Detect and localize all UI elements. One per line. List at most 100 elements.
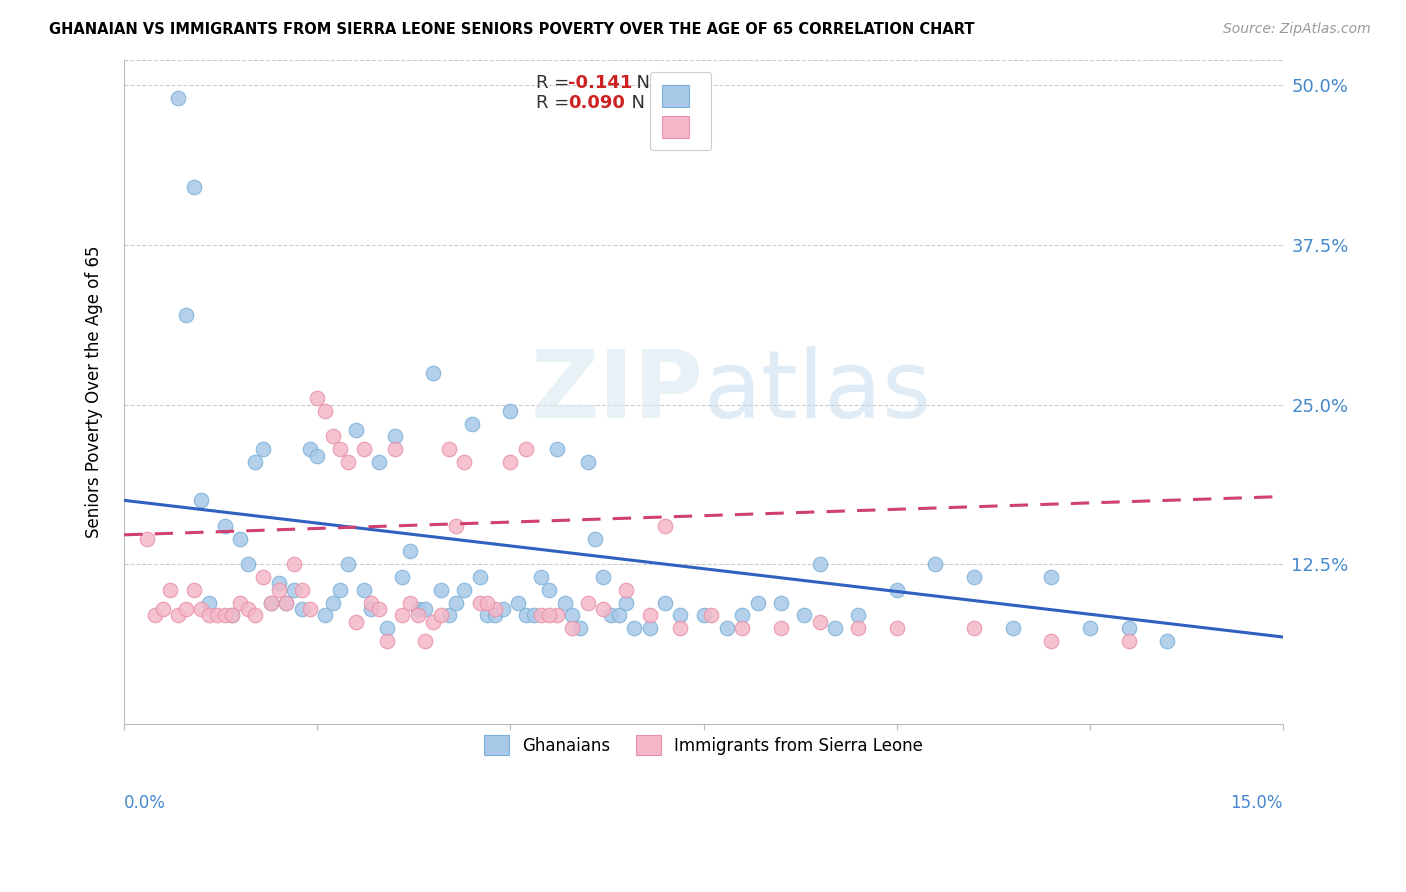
Point: [368, 455, 391, 469]
Point: [344, 615, 367, 629]
Point: [515, 608, 537, 623]
Point: [291, 602, 314, 616]
Point: [592, 570, 614, 584]
Point: [368, 602, 391, 616]
Point: [229, 596, 252, 610]
Point: [692, 608, 714, 623]
Point: [375, 621, 398, 635]
Point: [415, 633, 437, 648]
Point: [399, 596, 422, 610]
Point: [530, 608, 553, 623]
Point: [183, 582, 205, 597]
Point: [538, 608, 561, 623]
Point: [298, 602, 321, 616]
Point: [221, 608, 243, 623]
Point: [337, 558, 360, 572]
Point: [508, 596, 530, 610]
Point: [229, 532, 252, 546]
Text: 79: 79: [659, 74, 685, 92]
Point: [322, 596, 344, 610]
Point: [391, 570, 413, 584]
Point: [446, 519, 468, 533]
Point: [283, 558, 305, 572]
Text: -0.141: -0.141: [568, 74, 633, 92]
Point: [283, 582, 305, 597]
Point: [793, 608, 815, 623]
Point: [384, 429, 406, 443]
Point: [422, 615, 444, 629]
Point: [484, 602, 506, 616]
Point: [422, 366, 444, 380]
Point: [360, 602, 382, 616]
Point: [963, 570, 986, 584]
Point: [654, 519, 676, 533]
Point: [592, 602, 614, 616]
Point: [136, 532, 159, 546]
Point: [769, 596, 792, 610]
Point: [846, 608, 869, 623]
Point: [1040, 633, 1063, 648]
Point: [245, 455, 267, 469]
Point: [824, 621, 846, 635]
Point: [337, 455, 360, 469]
Point: [576, 455, 599, 469]
Point: [554, 596, 576, 610]
Point: [190, 602, 212, 616]
Point: [174, 308, 197, 322]
Point: [344, 423, 367, 437]
Legend: Ghanaians, Immigrants from Sierra Leone: Ghanaians, Immigrants from Sierra Leone: [478, 729, 929, 762]
Point: [546, 442, 568, 457]
Point: [963, 621, 986, 635]
Point: [700, 608, 723, 623]
Point: [468, 570, 491, 584]
Point: [1118, 621, 1140, 635]
Point: [267, 582, 290, 597]
Point: [236, 558, 259, 572]
Text: GHANAIAN VS IMMIGRANTS FROM SIERRA LEONE SENIORS POVERTY OVER THE AGE OF 65 CORR: GHANAIAN VS IMMIGRANTS FROM SIERRA LEONE…: [49, 22, 974, 37]
Point: [1156, 633, 1178, 648]
Point: [623, 621, 645, 635]
Text: ZIP: ZIP: [530, 346, 703, 438]
Point: [1001, 621, 1024, 635]
Point: [236, 602, 259, 616]
Point: [307, 391, 329, 405]
Point: [576, 596, 599, 610]
Point: [499, 404, 522, 418]
Point: [221, 608, 243, 623]
Point: [669, 608, 692, 623]
Text: 0.090: 0.090: [568, 94, 624, 112]
Point: [329, 582, 352, 597]
Point: [1078, 621, 1101, 635]
Point: [515, 442, 537, 457]
Point: [846, 621, 869, 635]
Point: [561, 608, 583, 623]
Point: [322, 429, 344, 443]
Point: [152, 602, 174, 616]
Text: atlas: atlas: [703, 346, 932, 438]
Point: [143, 608, 166, 623]
Point: [399, 544, 422, 558]
Point: [314, 608, 336, 623]
Point: [198, 608, 221, 623]
Point: [437, 442, 460, 457]
Point: [654, 596, 676, 610]
Point: [569, 621, 592, 635]
Point: [430, 582, 453, 597]
Point: [453, 582, 475, 597]
Text: 66: 66: [659, 94, 685, 112]
Point: [375, 633, 398, 648]
Point: [167, 91, 190, 105]
Point: [391, 608, 413, 623]
Point: [437, 608, 460, 623]
Point: [183, 180, 205, 194]
Point: [747, 596, 769, 610]
Point: [384, 442, 406, 457]
Point: [214, 608, 236, 623]
Text: 15.0%: 15.0%: [1230, 794, 1284, 813]
Point: [406, 602, 429, 616]
Point: [314, 404, 336, 418]
Point: [360, 596, 382, 610]
Point: [174, 602, 197, 616]
Point: [214, 519, 236, 533]
Point: [190, 493, 212, 508]
